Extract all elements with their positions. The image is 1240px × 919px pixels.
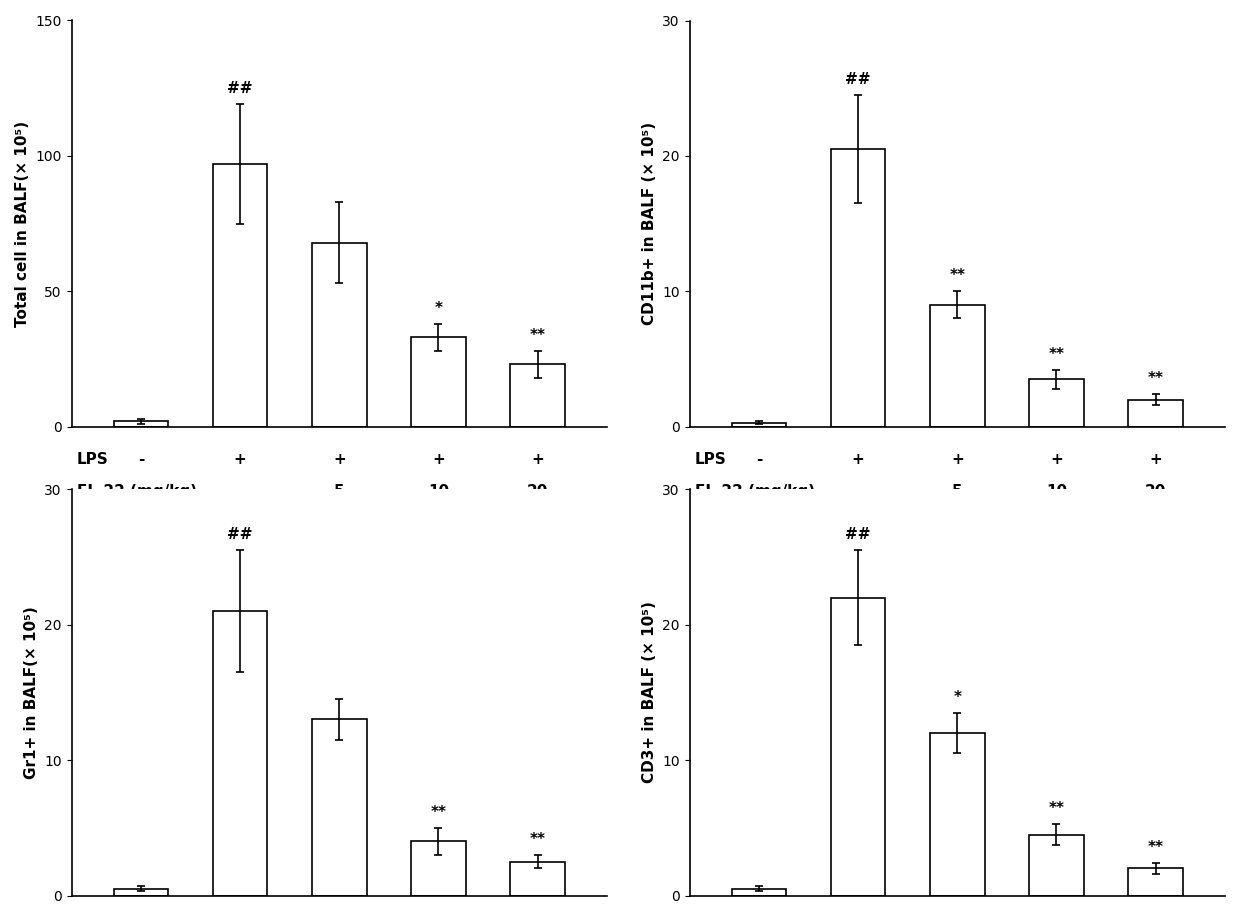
Bar [312,720,367,895]
Text: FL-22 (mg/kg): FL-22 (mg/kg) [77,484,197,499]
Bar [930,733,985,895]
Text: **: ** [1147,371,1163,386]
Text: **: ** [1049,346,1064,362]
Text: 20: 20 [1145,484,1167,499]
Text: +: + [531,452,544,467]
Bar [114,421,169,426]
Text: LPS: LPS [77,452,108,467]
Bar [732,423,786,426]
Text: +: + [334,452,346,467]
Text: -: - [138,452,144,467]
Text: **: ** [1147,840,1163,855]
Text: ##: ## [227,528,253,542]
Bar [1128,400,1183,426]
Bar [930,305,985,426]
Text: -: - [756,484,763,499]
Text: +: + [234,452,247,467]
Bar [213,611,268,895]
Bar [831,597,885,895]
Text: LPS: LPS [694,452,727,467]
Text: *: * [434,301,443,315]
Bar [312,243,367,426]
Text: 10: 10 [1045,484,1068,499]
Text: ##: ## [227,81,253,96]
Bar [1128,868,1183,895]
Text: +: + [432,452,445,467]
Bar [412,337,466,426]
Bar [511,862,565,895]
Text: -: - [237,484,243,499]
Bar [831,149,885,426]
Text: +: + [1149,452,1162,467]
Text: ##: ## [846,528,870,542]
Y-axis label: CD3+ in BALF (× 10⁵): CD3+ in BALF (× 10⁵) [642,601,657,783]
Text: FL-22 (mg/kg): FL-22 (mg/kg) [694,484,815,499]
Bar [412,841,466,895]
Bar [1029,834,1084,895]
Text: **: ** [430,805,446,820]
Y-axis label: Total cell in BALF(× 10⁵): Total cell in BALF(× 10⁵) [15,120,30,326]
Bar [511,365,565,426]
Text: -: - [756,452,763,467]
Text: -: - [138,484,144,499]
Y-axis label: Gr1+ in BALF(× 10⁵): Gr1+ in BALF(× 10⁵) [24,606,38,778]
Text: *: * [954,689,961,705]
Text: +: + [852,452,864,467]
Text: **: ** [950,268,965,283]
Text: 20: 20 [527,484,548,499]
Text: **: ** [529,328,546,343]
Bar [1029,380,1084,426]
Bar [114,889,169,895]
Text: ##: ## [846,72,870,86]
Y-axis label: CD11b+ in BALF (× 10⁵): CD11b+ in BALF (× 10⁵) [642,122,657,325]
Text: 10: 10 [428,484,449,499]
Text: +: + [1050,452,1063,467]
Text: 5: 5 [334,484,345,499]
Text: -: - [856,484,862,499]
Text: **: ** [529,832,546,846]
Text: **: ** [1049,800,1064,816]
Text: +: + [951,452,963,467]
Bar [213,164,268,426]
Text: 5: 5 [952,484,962,499]
Bar [732,889,786,895]
